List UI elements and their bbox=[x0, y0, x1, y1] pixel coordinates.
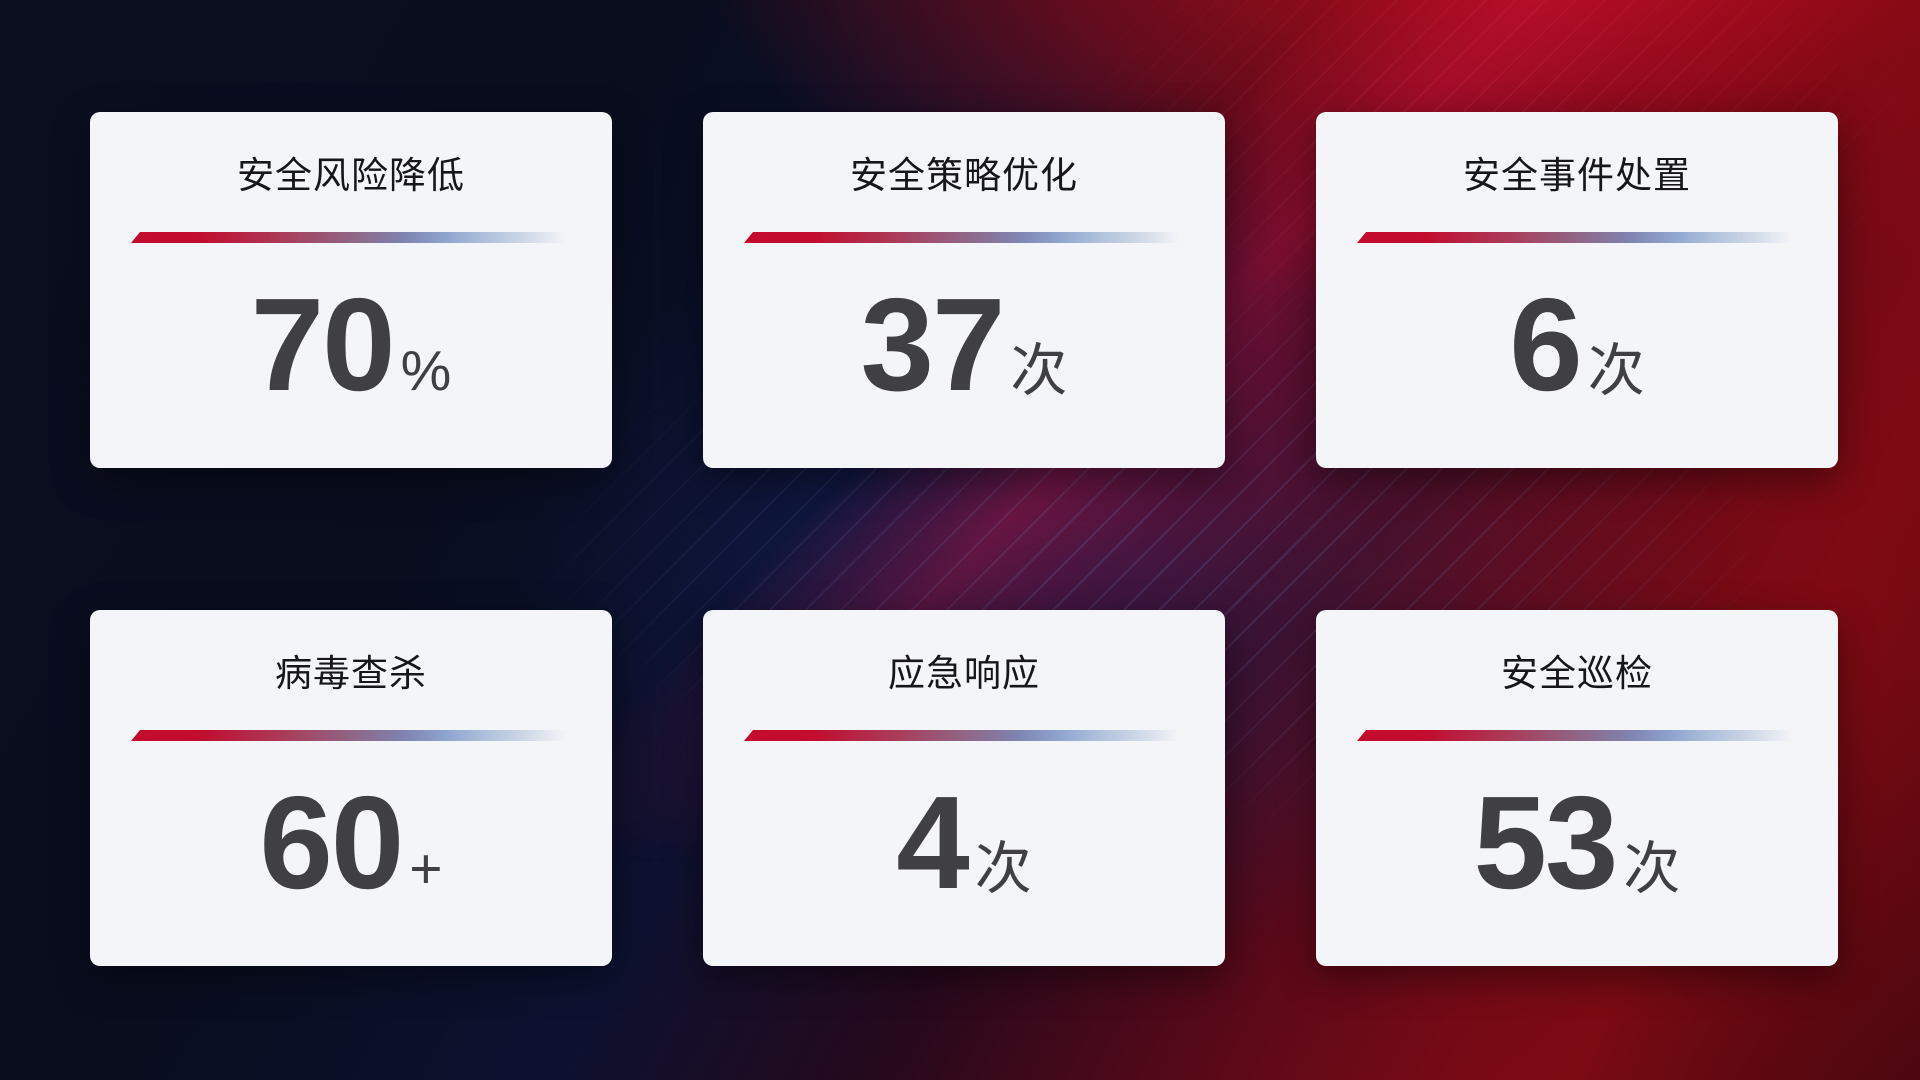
card-divider bbox=[131, 232, 571, 243]
card-title: 安全事件处置 bbox=[1463, 155, 1691, 196]
card-value: 60 bbox=[259, 769, 404, 916]
card-value-row: 70 % bbox=[90, 279, 612, 411]
card-value-row: 37 次 bbox=[703, 279, 1225, 411]
stat-card-incident-handling: 安全事件处置 6 次 bbox=[1316, 112, 1838, 468]
card-divider bbox=[1357, 730, 1797, 741]
stat-card-grid: 安全风险降低 70 % 安全策略优化 37 次 安全事件处置 6 次 病毒查 bbox=[90, 112, 1838, 966]
card-title: 安全巡检 bbox=[1501, 653, 1653, 694]
stat-card-risk-reduction: 安全风险降低 70 % bbox=[90, 112, 612, 468]
stat-card-policy-optimization: 安全策略优化 37 次 bbox=[703, 112, 1225, 468]
card-divider bbox=[744, 232, 1184, 243]
card-unit: 次 bbox=[974, 837, 1032, 901]
card-value: 53 bbox=[1473, 769, 1619, 916]
card-value: 37 bbox=[860, 271, 1006, 418]
card-title: 安全策略优化 bbox=[850, 155, 1078, 196]
card-title: 病毒查杀 bbox=[275, 653, 427, 694]
card-value-row: 4 次 bbox=[703, 777, 1225, 909]
card-divider bbox=[131, 730, 571, 741]
stat-card-security-inspection: 安全巡检 53 次 bbox=[1316, 610, 1838, 966]
card-title: 安全风险降低 bbox=[237, 155, 465, 196]
card-value-row: 60 + bbox=[90, 777, 612, 909]
card-unit: + bbox=[409, 837, 443, 901]
card-value: 6 bbox=[1509, 271, 1582, 418]
card-value-row: 6 次 bbox=[1316, 279, 1838, 411]
card-divider bbox=[1357, 232, 1797, 243]
card-unit: 次 bbox=[1623, 837, 1681, 901]
stat-card-emergency-response: 应急响应 4 次 bbox=[703, 610, 1225, 966]
card-title: 应急响应 bbox=[888, 653, 1040, 694]
card-unit: 次 bbox=[1587, 339, 1645, 403]
card-value: 4 bbox=[896, 769, 969, 916]
card-unit: % bbox=[400, 339, 452, 403]
card-value: 70 bbox=[250, 271, 396, 418]
card-divider bbox=[744, 730, 1184, 741]
stat-card-virus-scan: 病毒查杀 60 + bbox=[90, 610, 612, 966]
card-value-row: 53 次 bbox=[1316, 777, 1838, 909]
card-unit: 次 bbox=[1010, 339, 1068, 403]
